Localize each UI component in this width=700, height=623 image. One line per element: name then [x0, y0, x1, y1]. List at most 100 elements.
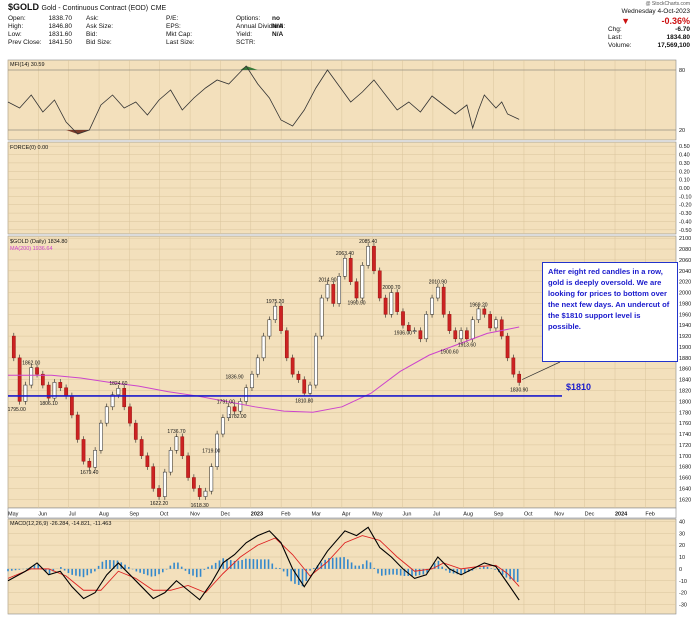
price-y-tick-label: 2060 [679, 258, 691, 264]
symbol-title: $GOLD Gold - Continuous Contract (EOD) C… [8, 2, 166, 12]
force-y-tick-label: 0.00 [679, 186, 690, 192]
price-candle [389, 292, 394, 315]
stat-col2-0: Ask: [86, 15, 99, 23]
macd-histogram-bar [135, 568, 138, 572]
price-candle [41, 373, 45, 386]
macd-histogram-bar [60, 567, 62, 569]
price-candle [203, 490, 208, 497]
macd-y-tick-label: -10 [679, 579, 687, 585]
price-candle [482, 308, 487, 315]
price-y-tick-label: 2080 [679, 247, 691, 253]
right-stat-2: Volume: 17,569,100 [608, 42, 690, 50]
price-data-label: 1810.80 [295, 399, 313, 405]
price-data-label: 1795.00 [8, 407, 26, 413]
stat-col4-0: Options: no [236, 15, 280, 23]
macd-histogram-bar [313, 567, 315, 569]
macd-y-tick-label: -30 [679, 603, 687, 609]
stat-col3-1: EPS: [166, 23, 181, 31]
price-candle [366, 246, 370, 266]
quote-date: Wednesday 4-Oct-2023 [621, 8, 690, 15]
price-candle [337, 276, 341, 304]
macd-histogram-bar [105, 560, 107, 569]
price-candle [23, 384, 28, 402]
price-candle [267, 319, 272, 337]
mfi-y-tick-label: 80 [679, 68, 685, 74]
price-candle [383, 297, 388, 315]
stat-col1-1: High: 1846.80 [8, 23, 72, 31]
macd-histogram-bar [279, 568, 281, 569]
macd-histogram-bar [399, 568, 402, 576]
macd-histogram-bar [365, 560, 368, 569]
instrument-name: Gold - Continuous Contract (EOD) [41, 5, 149, 12]
price-data-label: 1719.00 [202, 448, 220, 454]
price-candle [465, 330, 469, 340]
macd-histogram-bar [362, 564, 364, 569]
price-data-label: 1862.00 [22, 361, 40, 367]
price-data-label: 1913.60 [458, 343, 476, 349]
macd-histogram-bar [347, 559, 349, 569]
macd-histogram-bar [301, 568, 304, 587]
macd-y-tick-label: 20 [679, 543, 685, 549]
stat-col1-2: Low: 1831.60 [8, 31, 72, 39]
price-candle [296, 373, 301, 380]
macd-histogram-bar [90, 568, 92, 574]
price-y-tick-label: 2000 [679, 291, 691, 297]
down-triangle-icon: ▼ [621, 16, 630, 26]
price-candle [459, 330, 463, 340]
macd-histogram-bar [229, 560, 232, 569]
price-candle [331, 284, 336, 304]
stat-value: 1831.60 [48, 31, 73, 38]
x-tick-label: 2023 [251, 512, 263, 518]
macd-histogram-bar [199, 568, 202, 577]
ma200-line [8, 326, 520, 413]
price-candle [290, 357, 295, 375]
price-candle [360, 265, 365, 299]
macd-histogram-bar [37, 564, 40, 569]
price-candle [174, 436, 179, 451]
price-candle [354, 281, 359, 299]
macd-label: MACD(12,26,9) -26.284, -14.821, -11.463 [10, 521, 111, 527]
price-data-label: 1791.00 [217, 399, 235, 405]
price-candle [499, 319, 504, 337]
price-candle [11, 335, 16, 359]
right-stat-1: Last: 1834.80 [608, 34, 690, 42]
macd-histogram-bar [112, 560, 115, 569]
macd-histogram-bar [139, 568, 141, 573]
price-candle [221, 417, 225, 435]
price-y-tick-label: 1800 [679, 399, 691, 405]
price-candle [17, 357, 22, 402]
macd-histogram-bar [422, 568, 425, 575]
price-y-tick-label: 2020 [679, 280, 691, 286]
macd-histogram-bar [116, 560, 119, 569]
price-data-label: 1900.60 [440, 350, 458, 356]
macd-histogram-bar [494, 568, 496, 570]
stat-value: -6.70 [675, 26, 690, 33]
price-y-tick-label: 2040 [679, 269, 691, 275]
annotation-box: After eight red candles in a row, gold i… [542, 262, 678, 362]
price-candle [87, 460, 92, 468]
macd-histogram-bar [218, 560, 221, 569]
price-candle [128, 406, 132, 424]
x-tick-label: Sep [129, 512, 139, 518]
price-label: $GOLD (Daily) 1834.80 [10, 239, 67, 245]
stat-value: N/A [272, 31, 284, 38]
price-y-tick-label: 1740 [679, 432, 691, 438]
price-candle [157, 488, 161, 497]
price-data-label: 1836.90 [226, 374, 244, 380]
macd-histogram-bar [150, 568, 153, 577]
price-data-label: 1782.00 [228, 414, 246, 420]
macd-histogram-bar [369, 562, 372, 569]
macd-y-tick-label: 10 [679, 555, 685, 561]
macd-histogram-bar [207, 566, 209, 569]
macd-histogram-bar [237, 560, 240, 569]
price-candle [273, 305, 278, 321]
force-y-tick-label: -0.30 [679, 211, 692, 217]
price-candle [511, 357, 516, 375]
macd-histogram-bar [297, 568, 300, 585]
price-data-label: 1736.70 [167, 429, 185, 435]
price-y-tick-label: 1660 [679, 476, 691, 482]
price-y-tick-label: 1860 [679, 367, 691, 373]
stat-label: Ask Size: [86, 23, 114, 30]
macd-histogram-bar [418, 568, 421, 576]
price-y-tick-label: 1640 [679, 486, 691, 492]
